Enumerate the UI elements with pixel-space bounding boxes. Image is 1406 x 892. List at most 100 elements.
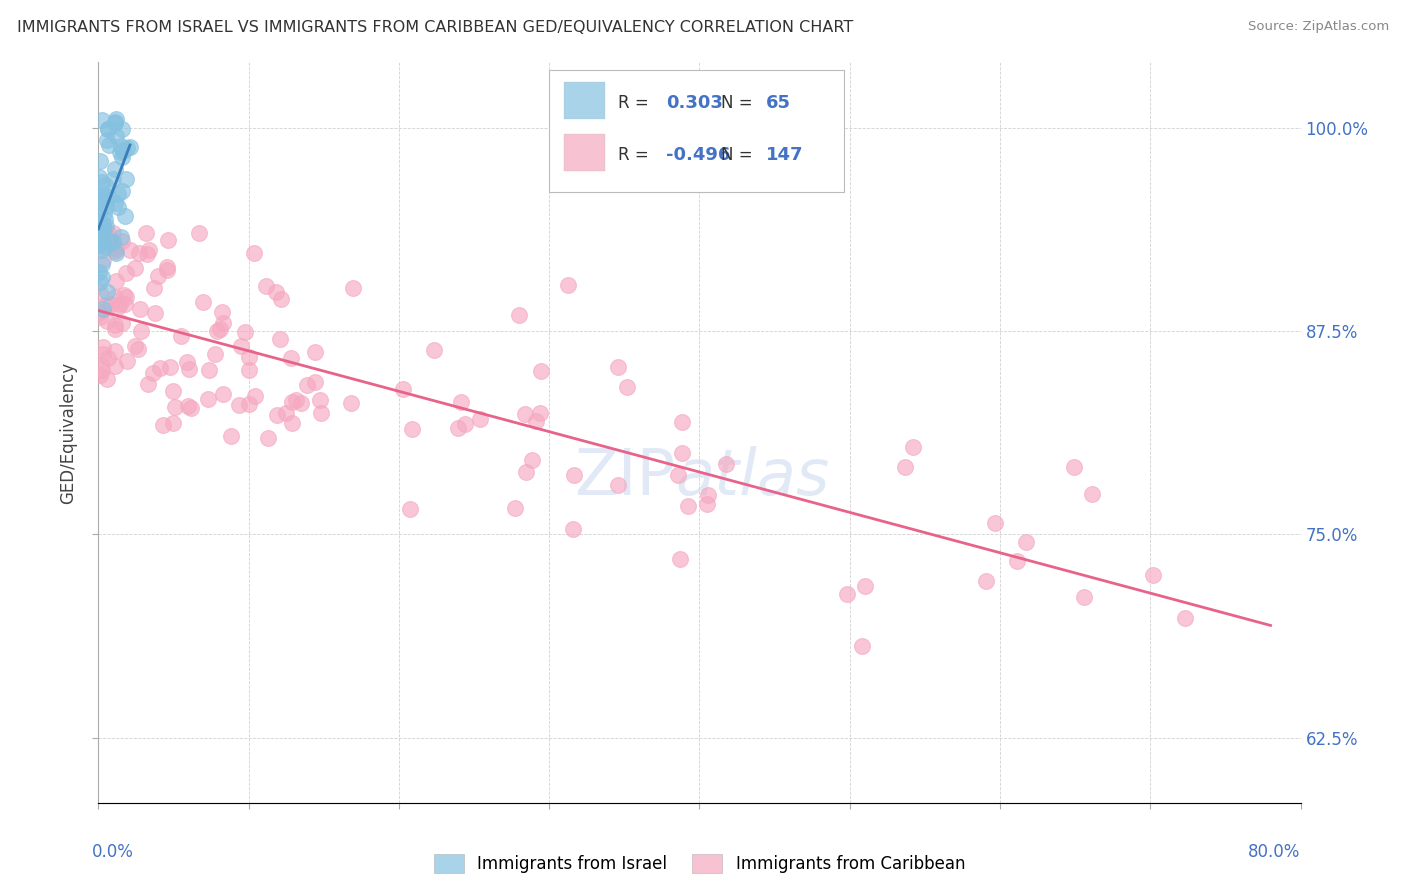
Point: [901, 440, 924, 454]
Point: [89, 219, 111, 234]
Point: [208, 322, 231, 336]
Point: [96, 285, 118, 299]
Point: [107, 300, 129, 314]
Point: [238, 363, 260, 377]
Point: [1142, 567, 1164, 582]
Point: [89, 190, 111, 204]
FancyBboxPatch shape: [564, 134, 605, 170]
Point: [111, 122, 134, 136]
Point: [470, 412, 492, 426]
Point: [1063, 460, 1085, 475]
Point: [266, 408, 288, 422]
Point: [835, 587, 858, 601]
Point: [103, 114, 125, 128]
Point: [669, 552, 692, 566]
Point: [142, 367, 165, 381]
Point: [342, 281, 364, 295]
Point: [233, 325, 256, 339]
Point: [1015, 535, 1038, 549]
Point: [152, 418, 174, 433]
Point: [90, 189, 112, 203]
Point: [159, 359, 181, 374]
Point: [90, 222, 112, 236]
Point: [98, 137, 121, 152]
Point: [91, 252, 114, 267]
Text: R =: R =: [617, 146, 648, 164]
Point: [104, 322, 127, 336]
Point: [264, 285, 287, 300]
Point: [89, 190, 111, 204]
Point: [104, 274, 127, 288]
Point: [91, 223, 114, 237]
Point: [974, 574, 997, 588]
Point: [89, 305, 111, 319]
Point: [697, 488, 720, 502]
Point: [94, 199, 117, 213]
Point: [254, 279, 277, 293]
Point: [104, 245, 127, 260]
Point: [97, 227, 120, 241]
Point: [212, 387, 235, 401]
Point: [91, 257, 114, 271]
Point: [94, 227, 117, 241]
Point: [96, 314, 118, 328]
Point: [114, 209, 136, 223]
Point: [111, 144, 134, 158]
Point: [111, 234, 134, 248]
Point: [505, 500, 527, 515]
Point: [136, 376, 159, 391]
Text: N =: N =: [721, 146, 752, 164]
Point: [191, 295, 214, 310]
Text: 147: 147: [766, 146, 803, 164]
Point: [110, 139, 132, 153]
Point: [524, 414, 547, 428]
Point: [211, 304, 233, 318]
Point: [454, 417, 477, 432]
Point: [124, 339, 146, 353]
Point: [89, 203, 111, 218]
Point: [91, 175, 114, 189]
Point: [557, 278, 579, 293]
Point: [177, 399, 200, 413]
Point: [290, 396, 312, 410]
Point: [135, 227, 157, 241]
Point: [91, 270, 114, 285]
Point: [285, 392, 308, 407]
Point: [89, 237, 111, 252]
Point: [118, 140, 141, 154]
Point: [671, 446, 693, 460]
Point: [243, 389, 266, 403]
Text: 0.303: 0.303: [666, 95, 723, 112]
Point: [104, 343, 127, 358]
Point: [110, 145, 132, 159]
Point: [105, 112, 128, 127]
Point: [219, 428, 242, 442]
Point: [91, 340, 114, 354]
Point: [162, 416, 184, 430]
Point: [115, 172, 138, 186]
Point: [170, 329, 193, 343]
Text: 0.0%: 0.0%: [91, 843, 134, 861]
Point: [269, 332, 291, 346]
Point: [893, 460, 915, 475]
Point: [188, 227, 211, 241]
Point: [666, 468, 689, 483]
Point: [104, 290, 127, 304]
Point: [91, 301, 114, 316]
Point: [101, 172, 124, 186]
Point: [91, 113, 114, 128]
Point: [97, 122, 120, 136]
Point: [205, 324, 228, 338]
Point: [94, 219, 117, 234]
Point: [304, 345, 326, 359]
Point: [180, 401, 202, 416]
Point: [111, 150, 134, 164]
Point: [198, 363, 221, 377]
Point: [138, 243, 160, 257]
Point: [156, 263, 179, 277]
Point: [90, 223, 112, 237]
Point: [515, 408, 537, 422]
Point: [104, 318, 127, 332]
Point: [96, 190, 118, 204]
Point: [94, 239, 117, 253]
